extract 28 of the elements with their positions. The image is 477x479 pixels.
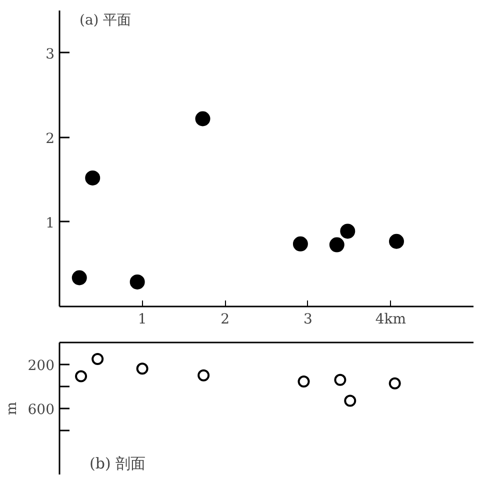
y-tick-label: 1 <box>46 215 55 232</box>
annotation: (b) 剖面 <box>90 454 146 472</box>
x-tick-label: 4km <box>375 312 406 328</box>
y-tick-label: 3 <box>46 46 55 62</box>
point <box>340 224 356 239</box>
point <box>92 353 104 365</box>
point <box>388 377 401 390</box>
y-tick-label: 200 <box>28 358 55 374</box>
y-tick-label: 600 <box>28 402 55 418</box>
y-axis-title: m <box>4 402 20 416</box>
y-tick-label: 2 <box>46 130 55 147</box>
annotation: (a) 平面 <box>80 12 132 28</box>
point <box>72 270 87 286</box>
point <box>344 394 356 407</box>
x-tick-label: 1 <box>138 312 147 328</box>
x-tick-label: 2 <box>220 312 230 328</box>
point <box>298 376 310 388</box>
point <box>334 374 346 386</box>
point <box>130 274 145 290</box>
point <box>198 369 210 382</box>
point <box>195 111 210 126</box>
point <box>136 362 148 375</box>
point <box>329 237 344 252</box>
point <box>292 236 308 252</box>
point <box>388 234 404 249</box>
x-tick-label: 3 <box>303 312 312 328</box>
point <box>75 370 88 382</box>
point <box>85 170 100 186</box>
